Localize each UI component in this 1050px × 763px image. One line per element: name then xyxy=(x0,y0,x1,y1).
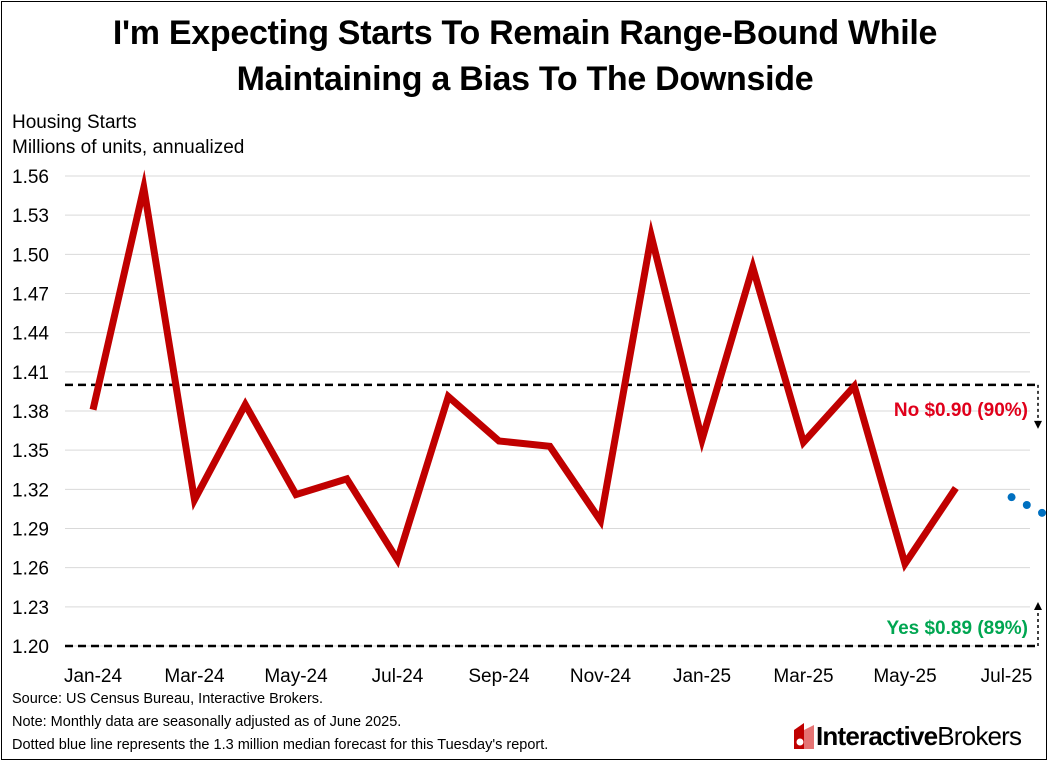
y-tick-label: 1.29 xyxy=(12,520,49,541)
x-tick-label: Jul-25 xyxy=(981,666,1033,687)
y-tick-label: 1.35 xyxy=(12,441,49,462)
chart-title-line-1: I'm Expecting Starts To Remain Range-Bou… xyxy=(112,14,938,52)
x-tick-label: Jul-24 xyxy=(372,666,424,687)
y-axis-label-line-2: Millions of units, annualized xyxy=(12,137,245,158)
brokers-logo-icon xyxy=(794,723,814,749)
y-axis-label-line-1: Housing Starts xyxy=(12,112,137,133)
footnote-note: Note: Monthly data are seasonally adjust… xyxy=(12,714,402,730)
footnote-source: Source: US Census Bureau, Interactive Br… xyxy=(12,691,324,707)
x-tick-label: Mar-24 xyxy=(164,666,225,687)
y-tick-label: 1.44 xyxy=(12,324,49,345)
threshold-label: No $0.90 (90%) xyxy=(894,400,1028,421)
forecast-point xyxy=(1022,501,1031,509)
y-tick-label: 1.41 xyxy=(12,363,49,384)
housing-starts-line xyxy=(89,169,959,573)
chart-title: I'm Expecting Starts To Remain Range-Bou… xyxy=(0,10,1050,102)
threshold-label: Yes $0.89 (89%) xyxy=(886,618,1028,639)
forecast-point xyxy=(1007,493,1016,502)
x-tick-label: May-25 xyxy=(873,666,936,687)
x-tick-label: Jan-24 xyxy=(64,666,123,687)
y-tick-label: 1.38 xyxy=(12,402,49,423)
threshold-arrowhead xyxy=(1034,602,1042,610)
x-tick-label: Jan-25 xyxy=(673,666,731,687)
x-tick-label: Sep-24 xyxy=(468,666,530,687)
y-tick-label: 1.26 xyxy=(12,559,49,580)
x-tick-label: Nov-24 xyxy=(570,666,632,687)
y-tick-label: 1.56 xyxy=(12,167,49,188)
x-tick-label: Mar-25 xyxy=(773,666,833,687)
interactive-brokers-logo: InteractiveBrokers xyxy=(790,716,1022,756)
y-tick-label: 1.32 xyxy=(12,480,49,501)
y-tick-label: 1.23 xyxy=(12,598,49,619)
y-tick-label: 1.47 xyxy=(12,285,49,306)
forecast-point xyxy=(1038,508,1047,517)
logo-text: InteractiveBrokers xyxy=(816,720,1022,752)
footnote-forecast: Dotted blue line represents the 1.3 mill… xyxy=(12,737,549,753)
logo-text-light: Brokers xyxy=(937,720,1022,751)
y-tick-label: 1.53 xyxy=(12,206,49,227)
x-tick-label: May-24 xyxy=(264,666,328,687)
logo-text-bold: Interactive xyxy=(816,720,938,751)
y-tick-label: 1.20 xyxy=(12,637,49,658)
chart-title-line-2: Maintaining a Bias To The Downside xyxy=(236,60,814,98)
y-tick-label: 1.50 xyxy=(12,245,49,266)
threshold-arrowhead xyxy=(1034,420,1042,429)
